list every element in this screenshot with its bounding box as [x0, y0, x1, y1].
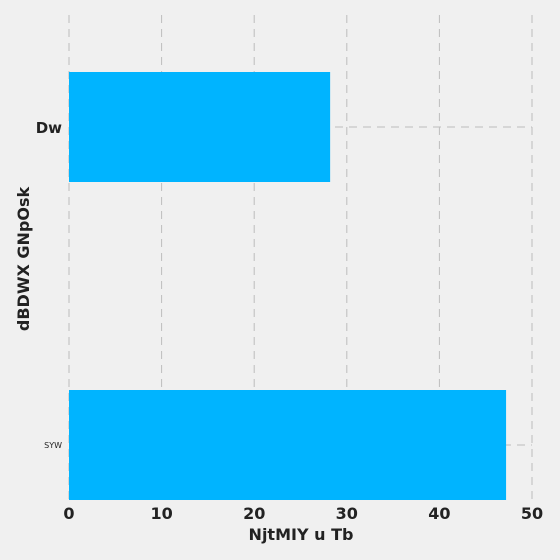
x-tick-label: 50 [521, 504, 543, 523]
x-tick-label: 0 [63, 504, 74, 523]
x-tick-label: 10 [150, 504, 172, 523]
y-tick-labels: Dw SYW [36, 119, 62, 450]
y-axis-label: dBDWX GNpOsk [14, 187, 33, 332]
bars [69, 72, 507, 500]
y-tick-label: SYW [44, 441, 62, 450]
x-tick-label: 20 [243, 504, 265, 523]
x-tick-label: 40 [428, 504, 450, 523]
bar-dw [69, 72, 331, 182]
x-tick-label: 30 [336, 504, 358, 523]
bar-syw [69, 390, 507, 500]
y-tick-label: Dw [36, 119, 62, 137]
x-axis-label: NjtMIY u Tb [249, 525, 354, 544]
x-tick-labels: 0 10 20 30 40 50 [63, 504, 543, 523]
